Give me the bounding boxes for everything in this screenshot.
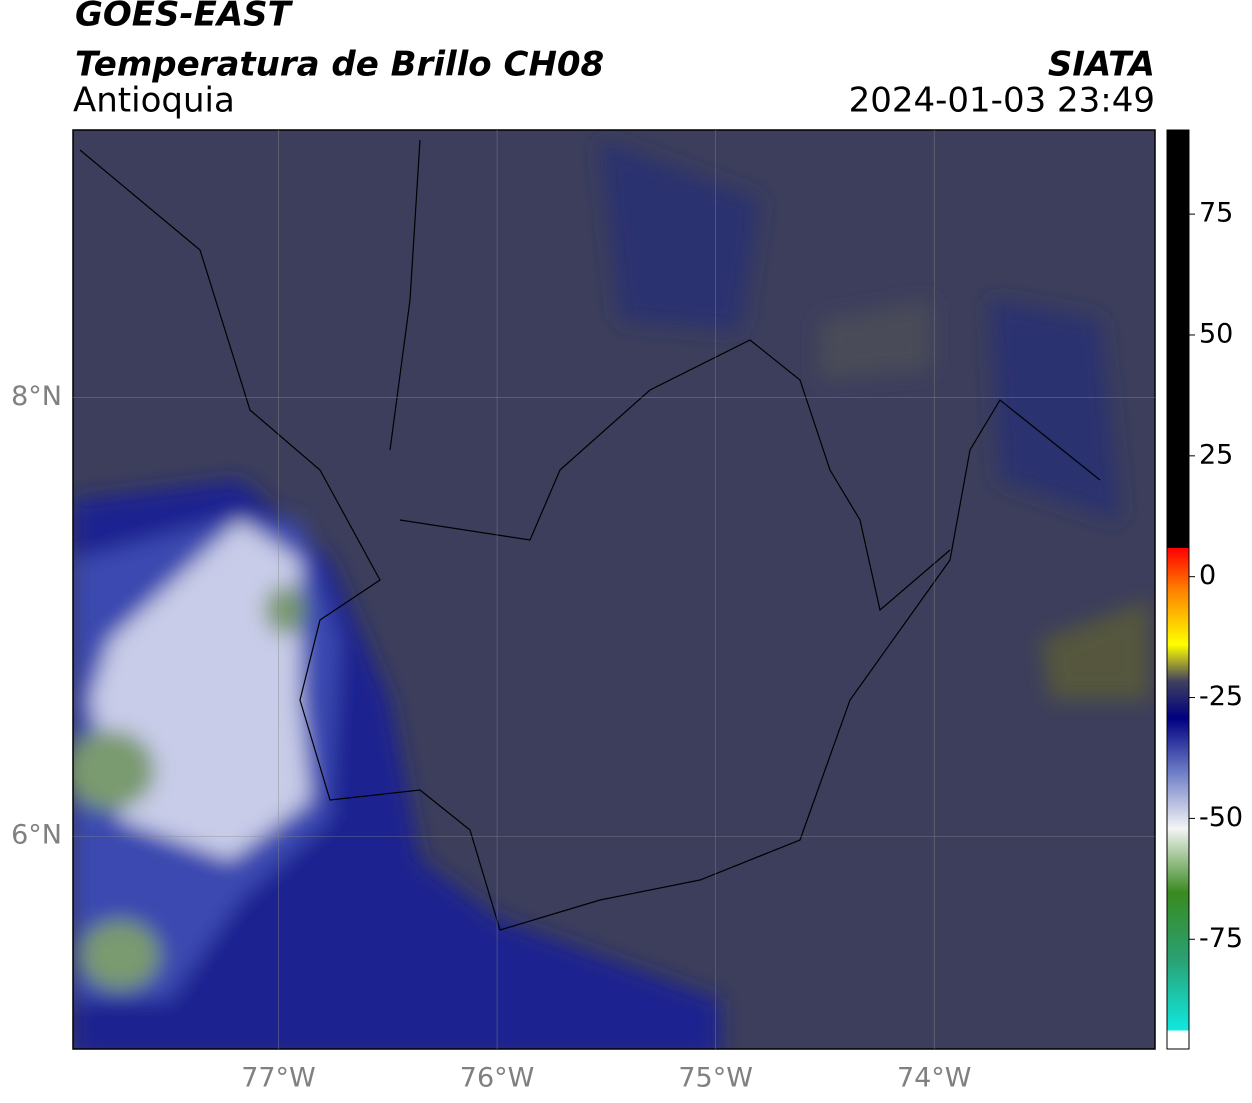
map-frame	[72, 129, 1156, 1050]
colorbar-tick-label: 0	[1199, 560, 1216, 591]
colorbar-tick-label: 25	[1199, 439, 1233, 470]
colorbar-tick-label: 50	[1199, 318, 1233, 349]
colorbar-tick-label: -75	[1199, 923, 1243, 954]
region: Antioquia	[73, 81, 235, 121]
subtitle: Temperatura de Brillo CH08	[75, 45, 604, 85]
colorbar-tick-label: -25	[1199, 681, 1243, 712]
colorbar	[1166, 129, 1190, 1050]
lon-tick-label: 76°W	[460, 1063, 535, 1094]
lat-tick-label: 8°N	[11, 381, 62, 412]
lon-tick-label: 74°W	[897, 1063, 972, 1094]
datetime: 2024-01-03 23:49	[849, 81, 1155, 121]
lat-tick-label: 6°N	[11, 820, 62, 851]
map-area	[73, 130, 1155, 1049]
lon-tick-label: 77°W	[241, 1063, 316, 1094]
title: GOES-EAST	[75, 0, 294, 35]
cloud-field	[73, 140, 1150, 1049]
borders	[79, 139, 1101, 931]
colorbar-tick-label: -50	[1199, 802, 1243, 833]
colorbar-tick-label: 75	[1199, 198, 1233, 229]
lon-tick-label: 75°W	[678, 1063, 753, 1094]
source: SIATA	[1048, 45, 1155, 85]
